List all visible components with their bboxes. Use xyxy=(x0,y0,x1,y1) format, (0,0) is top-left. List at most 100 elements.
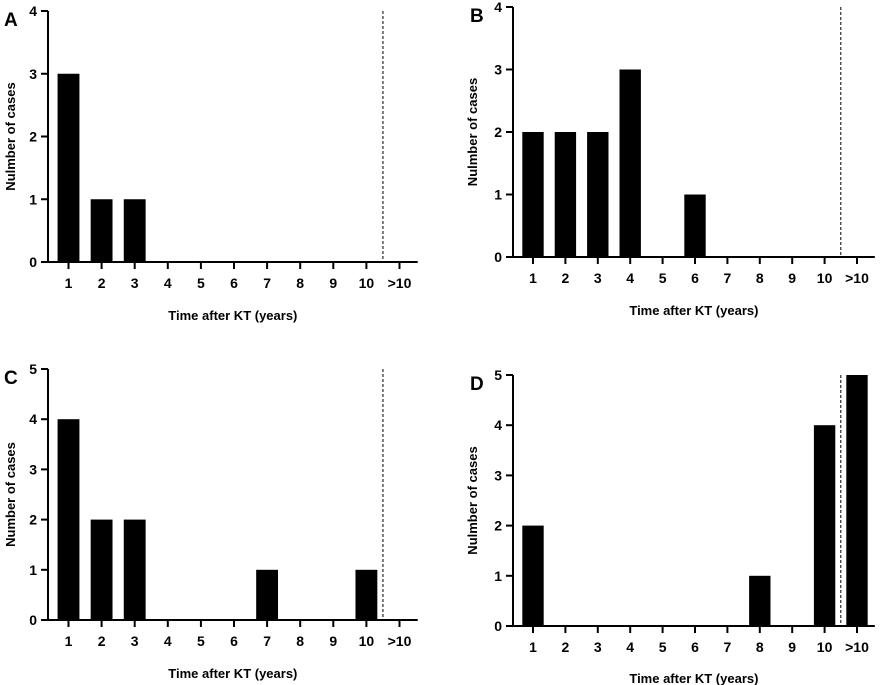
panel-a-x-tick-label: 8 xyxy=(296,275,304,291)
panel-d-y-tick-label: 1 xyxy=(494,568,502,584)
panel-b-y-tick-label: 2 xyxy=(494,124,502,140)
panel-b-x-tick-label: 5 xyxy=(659,270,667,286)
panel-c-bar-2 xyxy=(90,519,113,620)
panel-a-x-tick-label: 6 xyxy=(230,275,238,291)
panel-b-bar-3 xyxy=(587,132,609,257)
panel-a-bar-1 xyxy=(57,73,80,262)
panel-d-y-tick-label: 0 xyxy=(494,618,502,634)
panel-d-bar-10 xyxy=(813,425,836,626)
panel-d-y-axis-label: Nulmber of cases xyxy=(465,446,480,554)
panel-a-x-tick-label: >10 xyxy=(388,275,412,291)
panel-b-x-tick-label: 4 xyxy=(626,270,634,286)
panel-c-bar-7 xyxy=(256,569,279,620)
panel-a-y-tick-label: 2 xyxy=(29,129,37,145)
panel-b-y-tick-label: 3 xyxy=(494,62,502,78)
panel-a-y-tick-label: 3 xyxy=(29,66,37,82)
panel-b-y-tick-label: 1 xyxy=(494,187,502,203)
panel-b-bar-4 xyxy=(619,69,641,257)
panel-a-bar-3 xyxy=(123,199,146,262)
panel-b-letter: B xyxy=(470,6,484,27)
panel-c-y-tick-label: 3 xyxy=(29,461,37,477)
panel-d-x-tick-label: 5 xyxy=(659,639,667,655)
panel-d-x-tick-label: 10 xyxy=(817,639,833,655)
panel-b-bar-2 xyxy=(554,132,577,257)
panel-c-y-tick-label: 5 xyxy=(29,361,37,377)
panel-a-y-axis-label: Nulmber of cases xyxy=(3,82,18,190)
panel-d-bar-8 xyxy=(749,575,771,626)
panel-d-x-axis-label: Time after KT (years) xyxy=(629,671,758,685)
panel-b-x-tick-label: 6 xyxy=(691,270,699,286)
panel-b-y-tick-label: 0 xyxy=(494,249,502,265)
panel-d-x-tick-label: 4 xyxy=(626,639,634,655)
panel-a-y-tick-label: 0 xyxy=(29,254,37,270)
panel-a-x-tick-label: 2 xyxy=(98,275,106,291)
panel-c-x-tick-label: >10 xyxy=(388,633,412,649)
panel-a-x-tick-label: 4 xyxy=(164,275,172,291)
panel-a-x-tick-label: 7 xyxy=(263,275,271,291)
panel-b-bar-6 xyxy=(684,194,706,257)
panel-d-x-tick-label: 6 xyxy=(691,639,699,655)
panel-c-x-tick-label: 3 xyxy=(131,633,139,649)
panel-c-x-tick-label: 2 xyxy=(98,633,106,649)
panel-a: A 0 1 2 3 4 1 2 3 4 5 6 7 8 9 10 >10 Time after KT (years… xyxy=(3,3,418,323)
panel-b-x-tick-label: 8 xyxy=(756,270,764,286)
panel-a-letter: A xyxy=(4,10,18,31)
panel-b-y-tick-label: 4 xyxy=(494,0,502,15)
panel-d: D 0 1 2 3 4 5 1 2 3 4 5 6 7 8 9 10 >10 Time after KT (year… xyxy=(465,367,875,685)
panel-c-x-axis-label: Time after KT (years) xyxy=(168,666,297,681)
panel-b-x-tick-label: >10 xyxy=(845,270,869,286)
panel-b-x-tick-label: 1 xyxy=(529,270,537,286)
panel-c-x-tick-label: 7 xyxy=(263,633,271,649)
panel-c-x-tick-label: 9 xyxy=(329,633,337,649)
panel-d-bar-11 xyxy=(846,375,868,626)
panel-c-x-tick-label: 5 xyxy=(197,633,205,649)
panel-c-x-tick-label: 8 xyxy=(296,633,304,649)
panel-b-x-tick-label: 10 xyxy=(817,270,833,286)
panel-d-x-tick-label: 9 xyxy=(788,639,796,655)
panel-c-y-tick-label: 2 xyxy=(29,512,37,528)
panel-a-y-tick-label: 4 xyxy=(29,3,37,19)
panel-c-bar-1 xyxy=(57,419,80,620)
panel-d-x-tick-label: 3 xyxy=(594,639,602,655)
panel-b-x-tick-label: 2 xyxy=(562,270,570,286)
panel-b-x-tick-label: 3 xyxy=(594,270,602,286)
panel-c-y-tick-label: 0 xyxy=(29,612,37,628)
panel-b-x-tick-label: 9 xyxy=(788,270,796,286)
panel-d-x-tick-label: 2 xyxy=(562,639,570,655)
panel-c-x-tick-label: 1 xyxy=(65,633,73,649)
panel-b-x-tick-label: 7 xyxy=(724,270,732,286)
panel-a-x-tick-label: 10 xyxy=(359,275,375,291)
panel-a-bar-2 xyxy=(90,199,113,262)
panel-c: C 0 1 2 3 4 5 1 2 3 4 5 6 7 8 9 10 >10 Time after KT (year… xyxy=(3,361,418,681)
panel-c-x-tick-label: 4 xyxy=(164,633,172,649)
panel-a-x-tick-label: 1 xyxy=(65,275,73,291)
panel-a-x-tick-label: 3 xyxy=(131,275,139,291)
panel-c-letter: C xyxy=(4,368,18,389)
panel-d-bar-1 xyxy=(522,525,544,626)
panel-d-x-tick-label: 1 xyxy=(529,639,537,655)
panel-d-letter: D xyxy=(470,374,484,395)
panel-c-bar-3 xyxy=(123,519,146,620)
panel-d-y-tick-label: 3 xyxy=(494,467,502,483)
panel-a-y-tick-label: 1 xyxy=(29,191,37,207)
panel-b-bar-1 xyxy=(522,132,544,257)
panel-d-y-tick-label: 5 xyxy=(494,367,502,383)
panel-c-x-tick-label: 6 xyxy=(230,633,238,649)
panel-c-y-axis-label: Number of cases xyxy=(3,442,18,547)
panel-c-bar-10 xyxy=(355,569,378,620)
panel-d-x-tick-label: >10 xyxy=(845,639,869,655)
panel-d-x-tick-label: 7 xyxy=(724,639,732,655)
panel-a-x-axis-label: Time after KT (years) xyxy=(168,308,297,323)
panel-d-y-tick-label: 4 xyxy=(494,417,502,433)
panel-b-y-axis-label: Nulmber of cases xyxy=(465,78,480,186)
panel-a-x-tick-label: 5 xyxy=(197,275,205,291)
panel-c-x-tick-label: 10 xyxy=(359,633,375,649)
panel-c-y-tick-label: 4 xyxy=(29,411,37,427)
panel-c-y-tick-label: 1 xyxy=(29,562,37,578)
panel-d-y-tick-label: 2 xyxy=(494,518,502,534)
panel-b-x-axis-label: Time after KT (years) xyxy=(629,303,758,318)
panel-a-x-tick-label: 9 xyxy=(329,275,337,291)
panel-b: B 0 1 2 3 4 1 2 3 4 5 6 7 8 9 10 >10 Time after KT (years… xyxy=(465,0,875,318)
panel-d-x-tick-label: 8 xyxy=(756,639,764,655)
